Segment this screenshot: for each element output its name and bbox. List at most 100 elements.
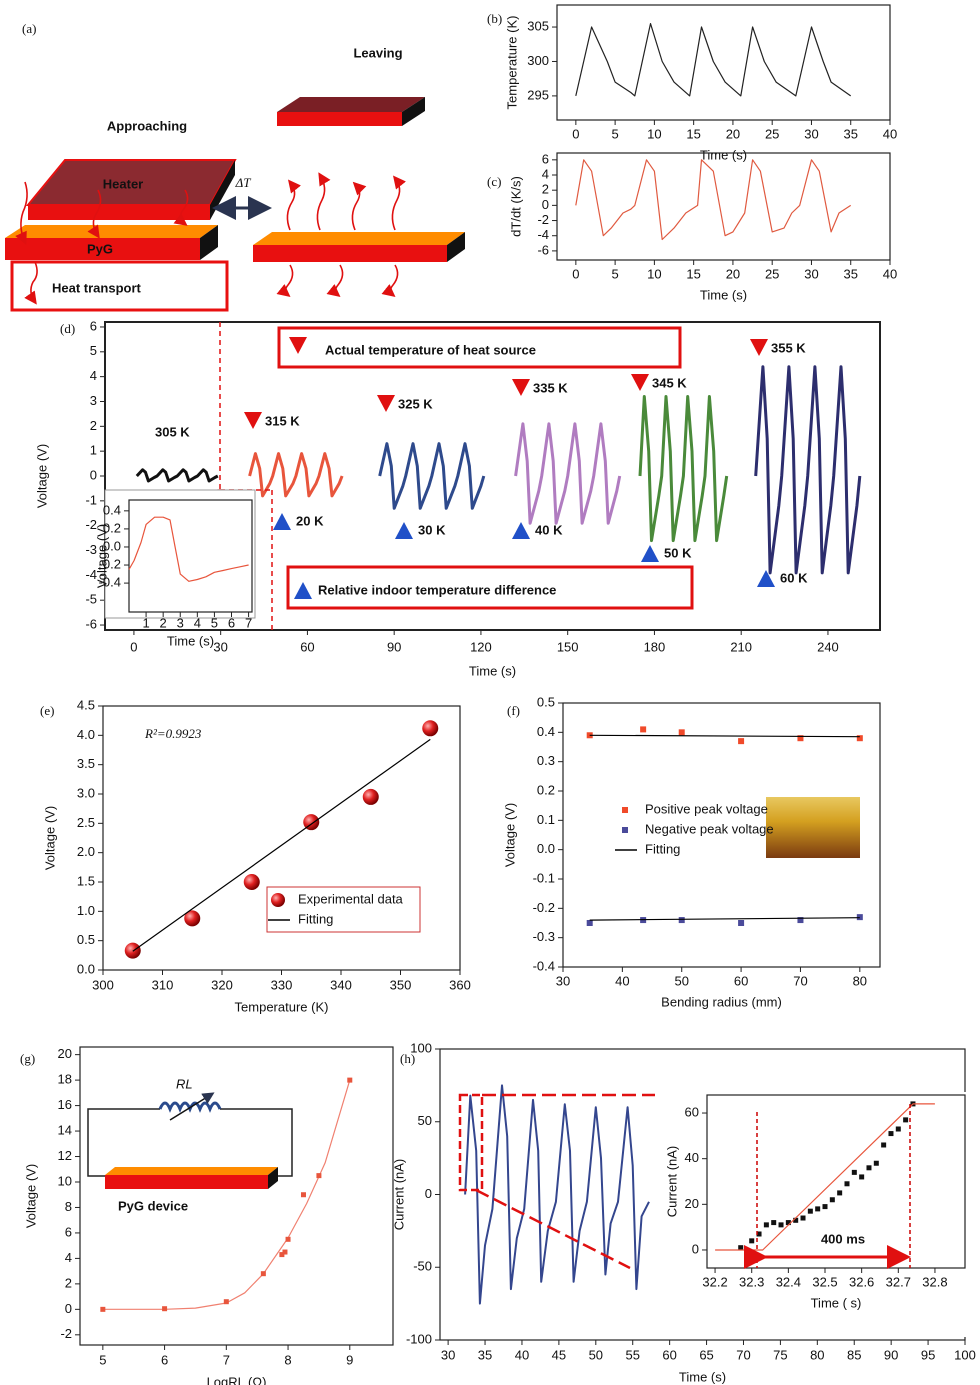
x-tick-label: 35 xyxy=(843,126,857,141)
pyg-side xyxy=(447,232,465,262)
device-side xyxy=(268,1167,278,1189)
y-tick-label: 2.0 xyxy=(77,844,95,859)
x-tick-label: 30 xyxy=(804,266,818,281)
slab-side xyxy=(402,97,425,126)
x-tick-label: 32.4 xyxy=(776,1274,801,1289)
source-marker xyxy=(631,374,649,391)
x-tick-label: 40 xyxy=(883,126,897,141)
x-tick-label: 30 xyxy=(804,126,818,141)
x-tick-label: 8 xyxy=(284,1352,291,1367)
device-front xyxy=(105,1175,268,1189)
legend-box xyxy=(277,326,682,369)
source-marker xyxy=(377,395,395,412)
y-tick-label: 3 xyxy=(90,393,97,408)
x-tick-label: 60 xyxy=(734,973,748,988)
panel-a: (a) Leaving Approaching Heater ΔT PyG He… xyxy=(5,21,465,312)
x-tick-label: 32.5 xyxy=(812,1274,837,1289)
difference-marker xyxy=(757,570,775,587)
difference-marker xyxy=(641,545,659,562)
x-tick-label: 0 xyxy=(572,126,579,141)
data-line xyxy=(378,442,486,510)
label-heater: Heater xyxy=(103,176,143,191)
x-axis-title: Time ( s) xyxy=(811,1295,862,1310)
x-tick-label: 25 xyxy=(765,126,779,141)
data-point xyxy=(837,1190,843,1196)
data-point xyxy=(279,1252,285,1258)
x-axis-title: Time (s) xyxy=(167,633,214,648)
y-tick-label: -50 xyxy=(413,1259,432,1274)
y-tick-label: -0.4 xyxy=(533,958,555,973)
y-tick-label: 0.0 xyxy=(103,538,121,553)
panel-label: (f) xyxy=(507,703,520,718)
data-point xyxy=(785,1220,791,1226)
resistor-label: RL xyxy=(176,1076,193,1091)
y-tick-label: 6 xyxy=(90,318,97,333)
x-tick-label: 80 xyxy=(853,973,867,988)
x-tick-label: 32.3 xyxy=(739,1274,764,1289)
x-tick-label: 50 xyxy=(674,973,688,988)
y-tick-label: 40 xyxy=(685,1150,699,1165)
y-tick-label: 0.0 xyxy=(537,841,555,856)
x-axis-title: Bending radius (mm) xyxy=(661,994,782,1009)
x-tick-label: 300 xyxy=(92,977,114,992)
inset-background xyxy=(104,489,256,619)
difference-marker xyxy=(294,582,312,599)
x-tick-label: 9 xyxy=(346,1352,353,1367)
data-point xyxy=(243,874,260,890)
data-point xyxy=(303,814,320,831)
y-tick-label: 10 xyxy=(58,1173,72,1188)
x-tick-label: 50 xyxy=(589,1347,603,1362)
x-tick-label: 32.7 xyxy=(886,1274,911,1289)
label-leaving: Leaving xyxy=(353,45,402,60)
data-point xyxy=(771,1220,777,1226)
difference-label: 50 K xyxy=(664,545,692,560)
y-tick-label: 20 xyxy=(685,1196,699,1211)
data-point xyxy=(856,735,863,742)
label-heat-transport: Heat transport xyxy=(52,280,142,295)
y-tick-label: -6 xyxy=(537,242,549,257)
label-delta-t: ΔT xyxy=(235,175,252,190)
x-tick-label: 40 xyxy=(515,1347,529,1362)
temperature-label: 355 K xyxy=(771,340,806,355)
data-point xyxy=(362,788,379,805)
y-tick-label: 5 xyxy=(90,343,97,358)
pyg-top xyxy=(5,225,218,238)
difference-marker xyxy=(395,522,413,539)
data-line xyxy=(715,1103,935,1251)
x-tick-label: 4 xyxy=(194,615,201,630)
x-tick-label: 6 xyxy=(161,1352,168,1367)
y-tick-label: -2 xyxy=(537,212,549,227)
data-point xyxy=(903,1117,909,1123)
plot-frame xyxy=(128,499,253,613)
legend-swatch xyxy=(622,827,628,833)
y-tick-label: 3.5 xyxy=(77,756,95,771)
x-axis-title: Temperature (K) xyxy=(235,999,329,1014)
y-tick-label: 60 xyxy=(685,1104,699,1119)
data-line xyxy=(464,1084,650,1305)
y-tick-label: -0.2 xyxy=(533,900,555,915)
pyg-top xyxy=(253,232,465,245)
y-tick-label: 18 xyxy=(58,1072,72,1087)
legend-label: Fitting xyxy=(298,911,333,926)
y-tick-label: -5 xyxy=(85,592,97,607)
data-line xyxy=(575,159,852,241)
pyg-front xyxy=(253,245,447,262)
x-axis-title: Time (s) xyxy=(469,663,516,678)
y-tick-label: 0.2 xyxy=(537,782,555,797)
data-point xyxy=(640,726,647,733)
y-tick-label: -1 xyxy=(85,492,97,507)
x-tick-label: 7 xyxy=(245,615,252,630)
y-tick-label: 16 xyxy=(58,1097,72,1112)
y-tick-label: 300 xyxy=(527,53,549,68)
panel-label: (a) xyxy=(22,21,36,36)
data-point xyxy=(807,1208,813,1214)
data-point xyxy=(844,1181,850,1187)
y-tick-label: 2 xyxy=(542,182,549,197)
data-point xyxy=(184,910,201,927)
data-point xyxy=(586,920,593,926)
y-axis-title: Current (nA) xyxy=(391,1159,406,1231)
source-marker xyxy=(750,339,768,356)
x-tick-label: 5 xyxy=(612,266,619,281)
pyg-front xyxy=(5,238,200,260)
legend-label: Experimental data xyxy=(298,891,404,906)
